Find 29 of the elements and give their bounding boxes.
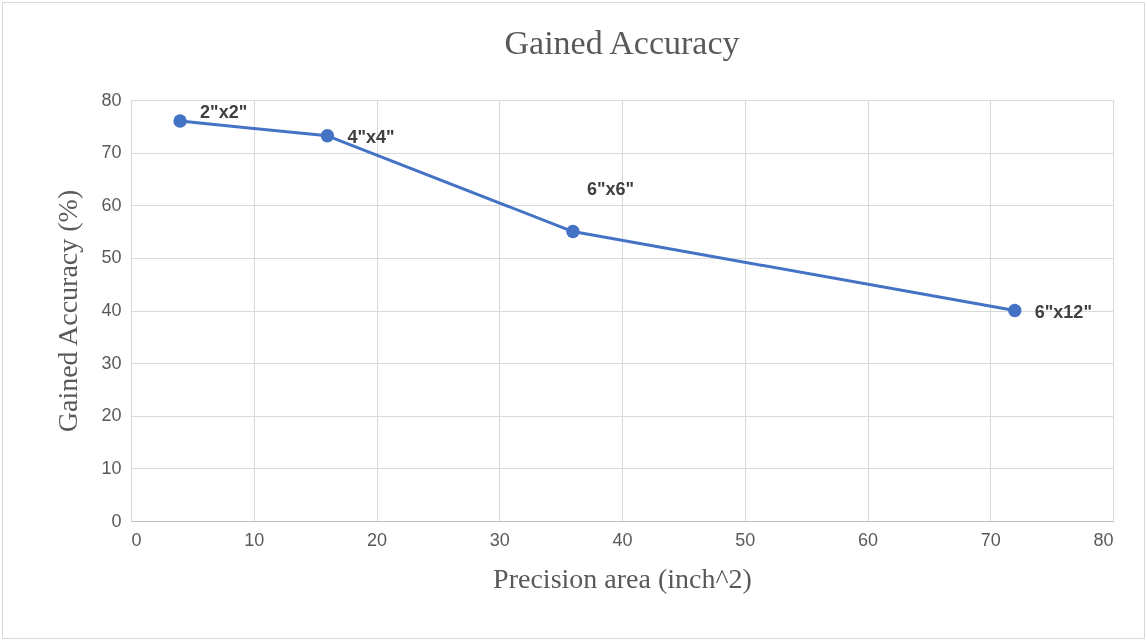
- x-axis-title: Precision area (inch^2): [493, 562, 752, 594]
- x-tick-label: 0: [131, 529, 142, 550]
- x-tick-label: 40: [612, 529, 633, 550]
- y-axis-title: Gained Accuracy (%): [52, 189, 84, 433]
- y-tick-label: 20: [101, 405, 122, 426]
- y-tick-label: 80: [101, 89, 122, 110]
- point: [1008, 303, 1022, 318]
- annotation: 2"x2": [200, 102, 248, 123]
- x-tick-label: 50: [735, 529, 756, 550]
- y-tick-label: 50: [101, 247, 122, 268]
- y-tick-label: 40: [101, 300, 122, 320]
- chart-title: Gained Accuracy: [504, 24, 740, 61]
- point: [566, 224, 580, 239]
- y-tick-label: 10: [101, 457, 122, 478]
- x-tick-label: 10: [244, 529, 265, 550]
- x-tick-label: 60: [857, 529, 879, 550]
- annotation: 6"x12": [1034, 301, 1092, 322]
- y-tick-label: 30: [101, 352, 122, 373]
- x-tick-label: 80: [1093, 529, 1114, 550]
- x-tick-label: 30: [489, 529, 510, 550]
- point: [320, 129, 335, 143]
- point: [173, 114, 187, 128]
- x-tick-label: 70: [980, 529, 1001, 550]
- y-tick-label: 70: [101, 142, 122, 163]
- x-tick-label: 20: [366, 529, 388, 550]
- y-tick-label: 60: [101, 194, 122, 215]
- annotation: 6"x6": [586, 178, 635, 199]
- annotation: 4"x4": [347, 126, 395, 147]
- y-tick-label: 0: [111, 510, 122, 531]
